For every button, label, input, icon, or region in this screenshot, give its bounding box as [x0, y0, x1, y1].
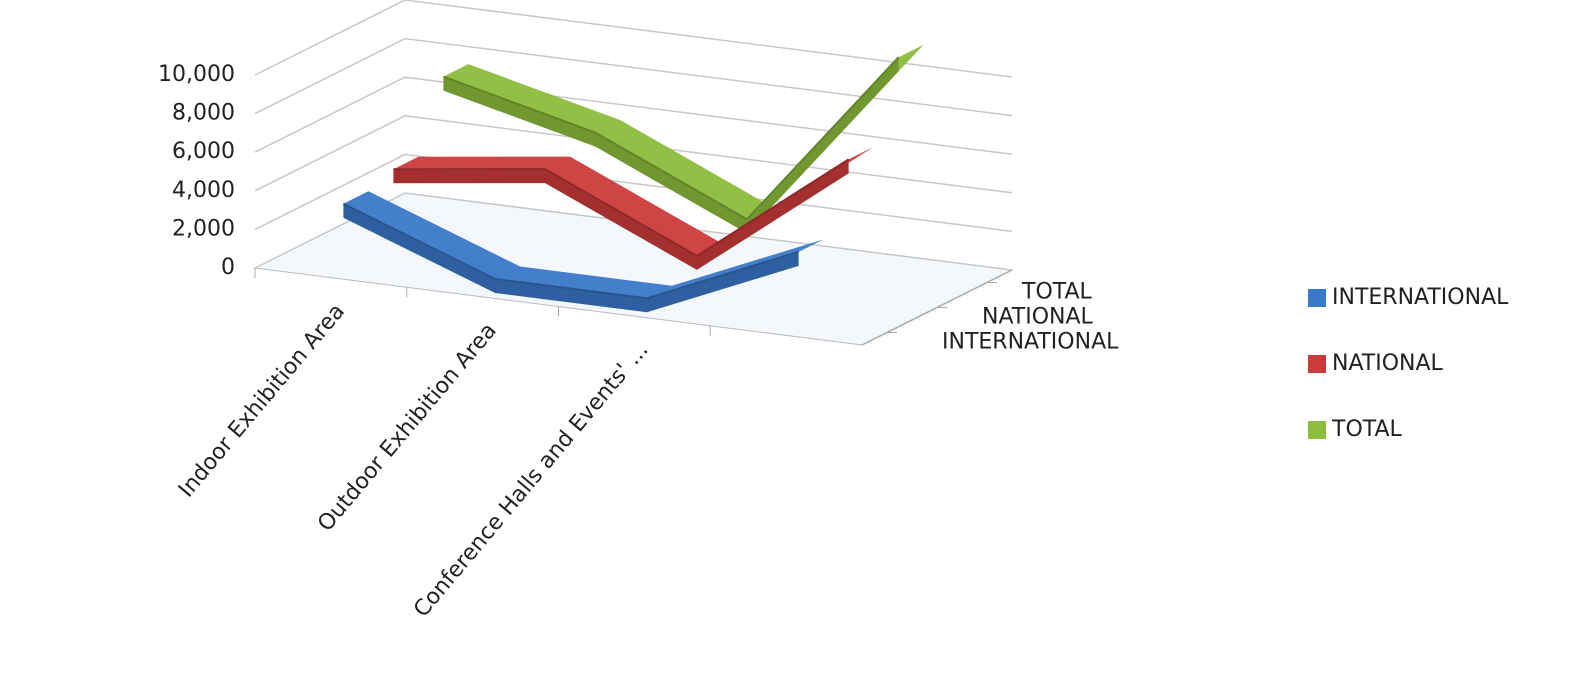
- y-tick-label: 6,000: [172, 139, 235, 164]
- grid-line: [254, 153, 1013, 233]
- grid-line: [254, 37, 1013, 117]
- ribbon-face: [393, 159, 849, 270]
- legend-label: NATIONAL: [1332, 351, 1444, 376]
- depth-label: INTERNATIONAL: [942, 330, 1119, 355]
- legend-swatch: [1308, 355, 1326, 373]
- ribbon-top: [343, 191, 824, 299]
- ribbon-top: [393, 146, 874, 256]
- ribbon-face: [443, 57, 899, 234]
- y-tick-label: 2,000: [172, 216, 235, 241]
- legend-label: TOTAL: [1331, 417, 1403, 442]
- ribbon-face: [343, 203, 799, 313]
- y-tick-label: 8,000: [172, 101, 235, 126]
- grid-line: [254, 0, 1013, 78]
- grid-line: [254, 115, 1013, 194]
- grid-line: [254, 76, 1013, 155]
- x-tick-label: Indoor Exhibition Area: [174, 299, 350, 502]
- legend-swatch: [1308, 421, 1326, 439]
- depth-label: TOTAL: [1021, 280, 1093, 305]
- series-line: [393, 158, 850, 258]
- legend-swatch: [1308, 289, 1326, 307]
- series-line: [443, 56, 900, 221]
- y-tick-label: 0: [221, 255, 235, 280]
- legend-label: INTERNATIONAL: [1332, 285, 1509, 310]
- series-line: [342, 202, 799, 300]
- y-tick-label: 4,000: [172, 178, 235, 203]
- x-tick-label: Outdoor Exhibition Area: [313, 319, 502, 537]
- depth-label: NATIONAL: [982, 305, 1094, 330]
- y-tick-label: 10,000: [158, 62, 235, 87]
